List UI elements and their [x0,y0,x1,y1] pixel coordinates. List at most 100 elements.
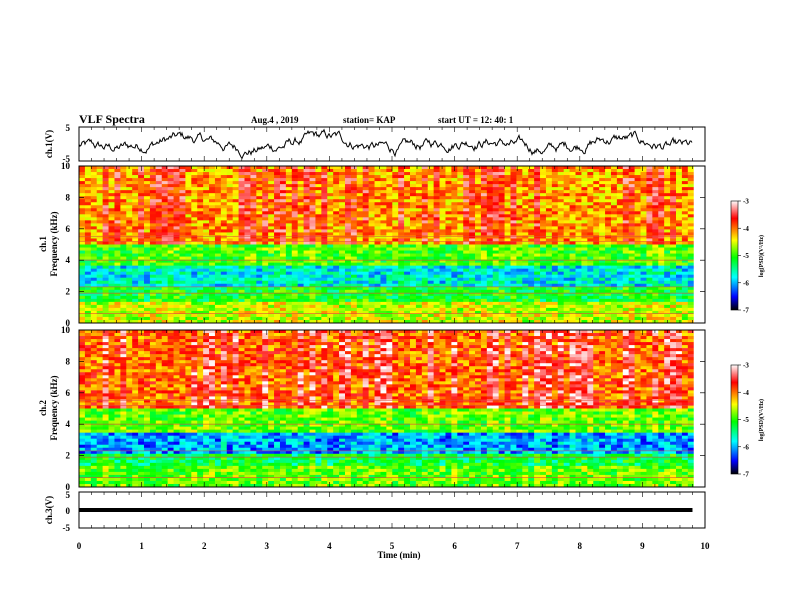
spectrogram-cell [433,166,440,170]
spectrogram-cell [398,277,405,282]
spectrogram-cell [410,232,417,236]
spectrogram-cell [120,250,127,254]
spectrogram-cell [226,202,233,206]
spectrogram-cell [179,178,186,182]
spectrogram-cell [327,289,334,294]
spectrogram-cell [339,187,346,191]
spectrogram-cell [480,190,488,194]
spectrogram-cell [350,256,358,260]
spectrogram-cell [528,295,535,300]
spectrogram-cell [226,265,233,269]
spectrogram-cell [610,313,618,318]
spectrogram-cell [203,244,210,248]
spectrogram-cell [268,208,275,212]
spectrogram-cell [445,196,452,200]
spectrogram-cell [161,178,168,182]
spectrogram-cell [220,244,228,248]
spectrogram-cell [374,250,381,254]
spectrogram-cell [522,208,529,212]
spectrogram-cell [256,271,263,275]
spectrogram-cell [575,253,582,257]
spectrogram-cell [593,238,600,242]
spectrogram-cell [486,205,494,209]
spectrogram-cell [327,295,334,300]
spectrogram-cell [126,232,133,236]
spectrogram-cell [214,223,222,227]
spectrogram-cell [79,202,86,206]
spectrogram-cell [220,238,228,242]
spectrogram-cell [350,277,358,282]
spectrogram-cell [451,214,458,218]
spectrogram-cell [380,205,387,209]
spectrogram-cell [463,274,470,279]
spectrogram-cell [386,184,393,188]
spectrogram-cell [486,310,494,315]
spectrogram-cell [599,271,606,275]
spectrogram-cell [628,232,635,236]
spectrogram-cell [599,265,606,269]
spectrogram-cell [463,277,470,282]
spectrogram-cell [179,256,186,260]
spectrogram-cell [480,187,488,191]
spectrogram-cell [463,187,470,191]
spectrogram-cell [386,313,393,318]
spectrogram-cell [315,310,322,315]
spectrogram-cell [510,313,517,318]
spectrogram-cell [209,232,216,236]
spectrogram-cell [433,193,440,197]
spectrogram-cell [540,295,547,300]
spectrogram-cell [534,235,541,239]
spectrogram-cell [114,178,121,182]
spectrogram-cell [214,277,222,282]
spectrogram-cell [380,319,387,324]
spectrogram-cell [309,202,316,206]
spectrogram-cell [516,238,523,242]
spectrogram-cell [327,316,334,321]
spectrogram-cell [362,304,369,309]
spectrogram-cell [599,283,606,288]
spectrogram-cell [545,292,553,297]
spectrogram-cell [256,223,263,227]
spectrogram-cell [144,256,151,260]
spectrogram-cell [250,289,257,294]
spectrogram-cell [315,172,322,176]
spectrogram-cell [226,178,233,182]
spectrogram-cell [557,283,564,288]
spectrogram-cell [333,217,340,221]
spectrogram-cell [457,307,464,312]
spectrogram-cell [475,271,482,275]
spectrogram-cell [120,169,127,173]
spectrogram-cell [622,232,630,236]
spectrogram-cell [616,244,624,248]
spectrogram-cell [545,235,553,239]
spectrogram-cell [297,307,304,312]
spectrogram-cell [132,265,139,269]
spectrogram-cell [551,205,559,209]
spectrogram-cell [285,193,293,197]
spectrogram-cell [232,307,239,312]
spectrogram-cell [274,232,281,236]
spectrogram-cell [167,220,174,224]
spectrogram-cell [309,256,316,260]
spectrogram-cell [350,220,358,224]
spectrogram-cell [616,298,624,303]
spectrogram-cell [510,205,517,209]
spectrogram-cell [173,295,180,300]
spectrogram-cell [291,217,298,221]
spectrogram-cell [587,214,594,218]
spectrogram-cell [84,220,92,224]
spectrogram-cell [522,205,529,209]
spectrogram-cell [309,232,316,236]
spectrogram-cell [469,319,476,324]
spectrogram-cell [486,247,494,251]
spectrogram-cell [504,229,511,233]
spectrogram-cell [285,229,293,233]
spectrogram-cell [344,217,352,221]
spectrogram-cell [191,286,198,291]
spectrogram-cell [161,319,168,324]
spectrogram-cell [262,319,269,324]
spectrogram-cell [356,298,364,303]
spectrogram-cell [356,172,364,176]
spectrogram-cell [569,271,576,275]
spectrogram-cell [327,193,334,197]
